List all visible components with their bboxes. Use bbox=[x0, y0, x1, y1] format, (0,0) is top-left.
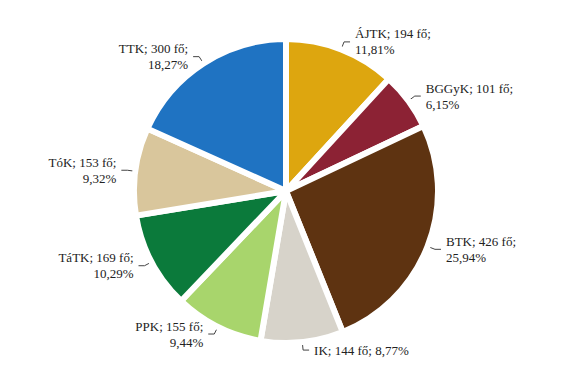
svg-text:TTK; 300 fő;: TTK; 300 fő; bbox=[119, 41, 188, 56]
svg-text:BGGyK; 101 fő;: BGGyK; 101 fő; bbox=[426, 81, 513, 96]
svg-text:11,81%: 11,81% bbox=[355, 42, 395, 57]
svg-text:PPK; 155 fő;: PPK; 155 fő; bbox=[135, 319, 203, 334]
svg-text:TáTK; 169 fő;: TáTK; 169 fő; bbox=[58, 250, 133, 265]
svg-text:9,44%: 9,44% bbox=[170, 335, 204, 350]
svg-text:9,32%: 9,32% bbox=[83, 171, 117, 186]
svg-text:18,27%: 18,27% bbox=[148, 57, 188, 72]
svg-text:TóK; 153 fő;: TóK; 153 fő; bbox=[48, 155, 116, 170]
svg-text:BTK; 426 fő;: BTK; 426 fő; bbox=[446, 234, 516, 249]
svg-text:10,29%: 10,29% bbox=[93, 266, 133, 281]
svg-text:ÁJTK; 194 fő;: ÁJTK; 194 fő; bbox=[355, 26, 431, 41]
svg-text:6,15%: 6,15% bbox=[426, 97, 460, 112]
svg-text:IK; 144 fő; 8,77%: IK; 144 fő; 8,77% bbox=[314, 343, 409, 358]
svg-text:25,94%: 25,94% bbox=[446, 250, 486, 265]
